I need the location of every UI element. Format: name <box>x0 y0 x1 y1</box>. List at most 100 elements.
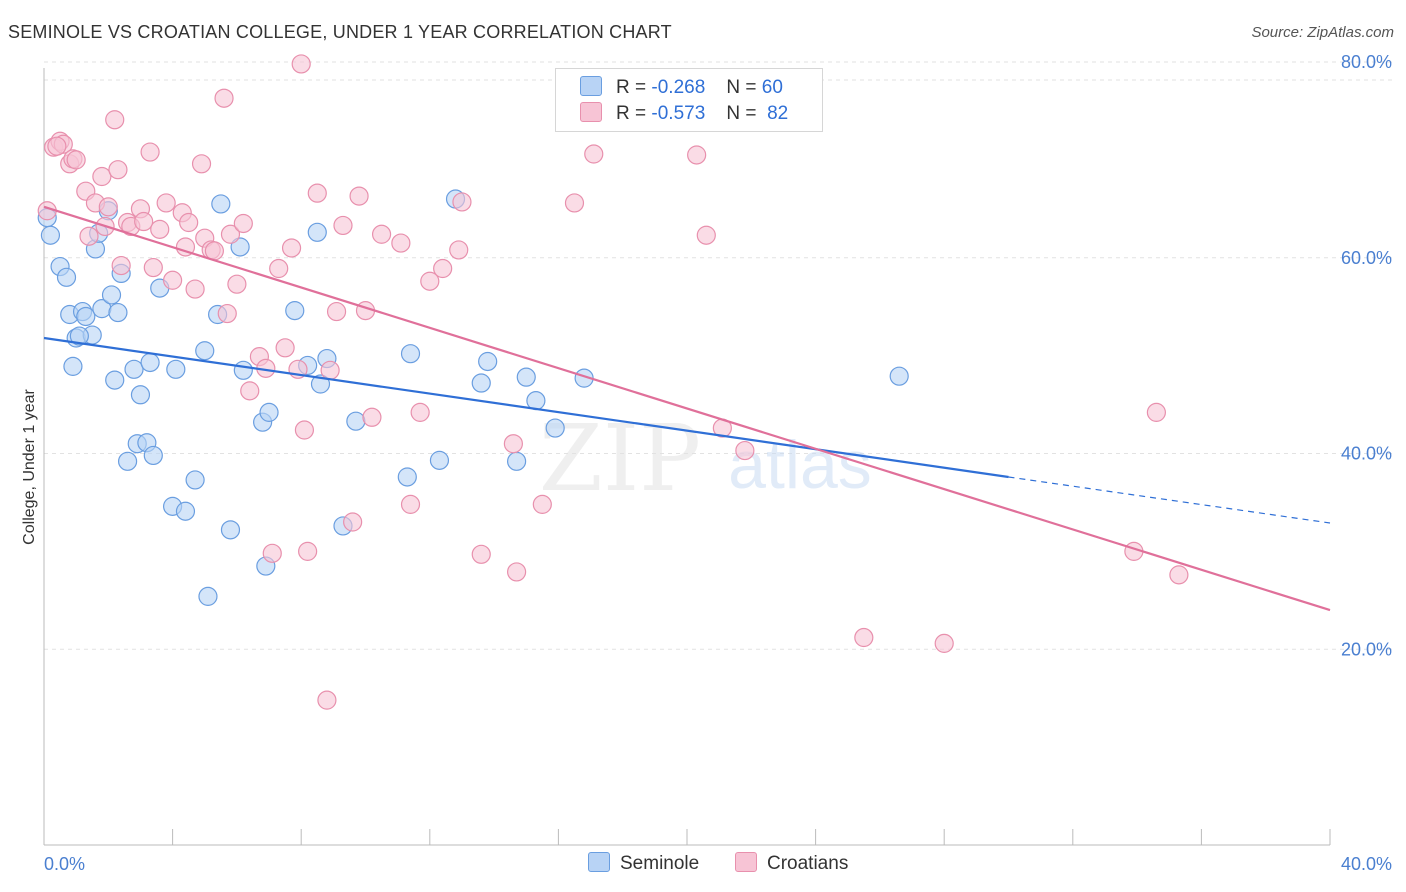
seminole-point <box>545 418 565 438</box>
croatians-point <box>452 192 472 212</box>
legend-n-label: N = <box>726 103 757 124</box>
x-tick-label: 0.0% <box>44 854 85 874</box>
seminole-point <box>220 520 241 540</box>
croatians-point <box>294 420 315 440</box>
seminole-point <box>130 385 151 405</box>
series-legend-seminole[interactable]: Seminole <box>588 852 699 875</box>
croatians-point <box>317 690 337 710</box>
legend-row-croatians: R = -0.573 N = 82 <box>580 102 788 126</box>
croatians-point <box>281 238 302 258</box>
croatians-point <box>687 145 707 165</box>
croatians-point <box>410 402 430 422</box>
croatians-point <box>503 434 523 454</box>
seminole-point <box>889 366 909 386</box>
seminole-point <box>516 367 536 387</box>
croatians-point <box>269 258 289 279</box>
seminole-point <box>175 501 196 521</box>
seminole-point <box>397 467 417 487</box>
seminole-point <box>259 402 279 422</box>
legend-row-seminole: R = -0.268 N = 60 <box>580 76 783 100</box>
croatians-point <box>134 211 154 232</box>
croatians-point <box>220 224 241 244</box>
seminole-point <box>143 445 163 466</box>
croatians-point <box>320 360 340 380</box>
seminole-point <box>101 285 122 305</box>
legend-r-value-croatians: -0.573 <box>651 103 706 124</box>
watermark-atlas: atlas <box>728 427 872 503</box>
croatians-point <box>262 543 282 563</box>
croatians-point <box>420 271 440 291</box>
seminole-point <box>285 301 305 321</box>
seminole-point <box>429 450 450 470</box>
seminole-point <box>307 222 327 242</box>
croatians-point <box>735 440 755 461</box>
croatians-point <box>1146 402 1166 422</box>
seminole-point <box>40 225 61 245</box>
croatians-point <box>156 193 176 213</box>
croatians-point <box>400 494 421 514</box>
seminole-point <box>198 586 218 606</box>
croatians-point <box>98 197 118 217</box>
axes <box>43 68 1331 846</box>
legend-n-value-seminole: 60 <box>761 77 783 98</box>
croatians-points <box>37 54 1189 710</box>
seminole-point <box>140 352 160 373</box>
seminole-point <box>76 306 96 327</box>
seminole-point <box>124 359 144 379</box>
series-legend: Seminole Croatians <box>0 852 1406 878</box>
croatians-point <box>143 257 163 278</box>
seminole-point <box>166 359 186 379</box>
trend-lines <box>43 205 1331 612</box>
croatians-point <box>179 212 199 233</box>
croatians-point <box>349 186 369 206</box>
seminole-point <box>117 451 138 471</box>
croatians-point <box>227 274 247 294</box>
croatians-point <box>307 183 327 203</box>
seminole-point <box>507 451 527 471</box>
seminole-swatch <box>580 76 602 96</box>
legend-n-value-croatians: 82 <box>767 103 789 124</box>
croatians-point <box>105 110 125 130</box>
seminole-point <box>185 470 205 490</box>
croatians-point <box>449 240 469 260</box>
y-tick-label: 40.0% <box>1341 444 1392 464</box>
croatians-point <box>532 494 552 514</box>
grid-lines <box>44 61 1392 650</box>
watermark: ZIP atlas <box>539 405 872 512</box>
croatians-trend-line <box>43 205 1331 612</box>
croatians-point <box>584 144 604 164</box>
x-tick-label: 40.0% <box>1341 854 1392 874</box>
series-legend-croatians[interactable]: Croatians <box>735 852 848 875</box>
series-legend-label: Seminole <box>620 853 700 874</box>
croatians-point <box>66 150 86 170</box>
croatians-point <box>111 255 131 276</box>
y-tick-label: 20.0% <box>1341 639 1392 659</box>
legend-r-label: R = <box>616 77 647 98</box>
croatians-point <box>92 166 112 187</box>
legend-n-label: N = <box>726 77 757 98</box>
seminole-point <box>211 194 231 214</box>
source-label: Source: ZipAtlas.com <box>1251 24 1394 41</box>
watermark-zip: ZIP <box>539 405 701 512</box>
croatians-point <box>291 54 311 74</box>
croatians-point <box>163 270 183 290</box>
seminole-point <box>108 302 128 323</box>
croatians-point <box>854 627 874 648</box>
seminole-point <box>63 356 83 376</box>
croatians-point <box>217 303 237 324</box>
croatians-point <box>108 160 128 180</box>
x-tick-labels: 0.0% 40.0% <box>44 854 1392 874</box>
seminole-point <box>195 341 215 361</box>
croatians-point <box>150 219 170 239</box>
croatians-point <box>433 258 453 279</box>
croatians-point <box>471 544 491 564</box>
croatians-swatch <box>580 102 602 122</box>
seminole-point <box>230 237 250 257</box>
seminole-point <box>346 411 366 431</box>
croatians-point <box>371 224 392 244</box>
croatians-point <box>564 193 585 213</box>
croatians-point <box>47 136 67 156</box>
croatians-point <box>934 633 954 653</box>
legend-r-value-seminole: -0.268 <box>651 77 706 98</box>
